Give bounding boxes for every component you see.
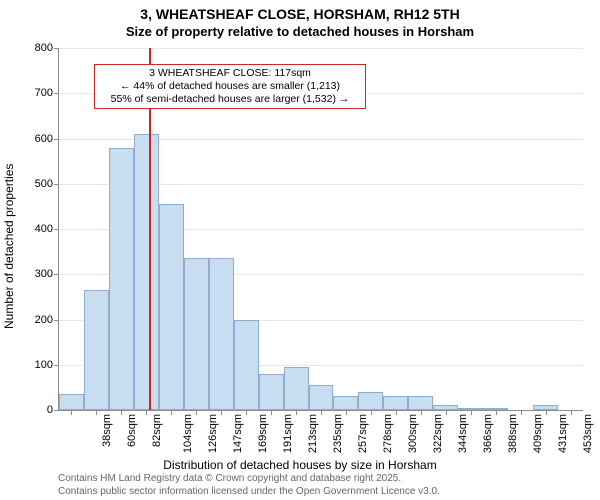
xtick-label: 300sqm xyxy=(407,414,419,453)
xtick-mark xyxy=(146,410,147,415)
ytick-label: 0 xyxy=(13,404,53,416)
xtick-mark xyxy=(296,410,297,415)
ytick-label: 700 xyxy=(13,87,53,99)
chart-container: 3, WHEATSHEAF CLOSE, HORSHAM, RH12 5TH S… xyxy=(0,0,600,500)
histogram-bar xyxy=(234,320,259,411)
xtick-mark xyxy=(171,410,172,415)
ytick-label: 800 xyxy=(13,42,53,54)
xtick-label: 191sqm xyxy=(282,414,294,453)
plot-area: 010020030040050060070080038sqm60sqm82sqm… xyxy=(58,48,583,411)
xtick-mark xyxy=(496,410,497,415)
xtick-mark xyxy=(221,410,222,415)
xtick-mark xyxy=(96,410,97,415)
annotation-line-2: ← 44% of detached houses are smaller (1,… xyxy=(101,80,359,93)
gridline-h xyxy=(59,48,583,49)
xtick-mark xyxy=(521,410,522,415)
ytick-label: 600 xyxy=(13,133,53,145)
ytick-mark xyxy=(54,410,59,411)
xtick-label: 213sqm xyxy=(307,414,319,453)
xtick-label: 169sqm xyxy=(257,414,269,453)
xtick-label: 366sqm xyxy=(482,414,494,453)
annotation-line-3: 55% of semi-detached houses are larger (… xyxy=(101,93,359,106)
xtick-label: 38sqm xyxy=(102,414,114,447)
xtick-mark xyxy=(571,410,572,415)
ytick-mark xyxy=(54,320,59,321)
xtick-mark xyxy=(246,410,247,415)
ytick-mark xyxy=(54,184,59,185)
xtick-mark xyxy=(396,410,397,415)
xtick-mark xyxy=(471,410,472,415)
ytick-mark xyxy=(54,48,59,49)
xtick-mark xyxy=(196,410,197,415)
ytick-mark xyxy=(54,365,59,366)
xtick-mark xyxy=(121,410,122,415)
histogram-bar xyxy=(184,258,209,410)
histogram-bar xyxy=(159,204,184,410)
chart-subtitle: Size of property relative to detached ho… xyxy=(0,24,600,39)
ytick-label: 200 xyxy=(13,314,53,326)
xtick-label: 257sqm xyxy=(357,414,369,453)
ytick-label: 100 xyxy=(13,359,53,371)
xtick-mark xyxy=(421,410,422,415)
xtick-mark xyxy=(371,410,372,415)
xtick-mark xyxy=(346,410,347,415)
histogram-bar xyxy=(309,385,334,410)
xtick-mark xyxy=(446,410,447,415)
histogram-bar xyxy=(333,396,358,410)
xtick-label: 322sqm xyxy=(432,414,444,453)
histogram-bar xyxy=(358,392,383,410)
xtick-mark xyxy=(71,410,72,415)
histogram-bar xyxy=(284,367,309,410)
xtick-mark xyxy=(546,410,547,415)
xtick-mark xyxy=(321,410,322,415)
xtick-label: 82sqm xyxy=(151,414,163,447)
annotation-line-1: 3 WHEATSHEAF CLOSE: 117sqm xyxy=(101,67,359,80)
ytick-label: 500 xyxy=(13,178,53,190)
xtick-label: 453sqm xyxy=(582,414,594,453)
copyright-notice: Contains HM Land Registry data © Crown c… xyxy=(58,473,440,498)
histogram-bar xyxy=(134,134,159,410)
xtick-label: 431sqm xyxy=(557,414,569,453)
ytick-mark xyxy=(54,274,59,275)
copyright-line-2: Contains public sector information licen… xyxy=(58,486,440,499)
histogram-bar xyxy=(109,148,134,410)
histogram-bar xyxy=(259,374,284,410)
histogram-bar xyxy=(408,396,433,410)
ytick-label: 300 xyxy=(13,268,53,280)
xtick-label: 388sqm xyxy=(507,414,519,453)
copyright-line-1: Contains HM Land Registry data © Crown c… xyxy=(58,473,440,486)
xtick-label: 126sqm xyxy=(207,414,219,453)
x-axis-label: Distribution of detached houses by size … xyxy=(0,458,600,472)
xtick-label: 344sqm xyxy=(457,414,469,453)
ytick-mark xyxy=(54,139,59,140)
xtick-label: 235sqm xyxy=(332,414,344,453)
xtick-label: 409sqm xyxy=(532,414,544,453)
ytick-label: 400 xyxy=(13,223,53,235)
histogram-bar xyxy=(84,290,109,410)
xtick-label: 60sqm xyxy=(126,414,138,447)
xtick-label: 278sqm xyxy=(382,414,394,453)
histogram-bar xyxy=(209,258,234,410)
chart-title: 3, WHEATSHEAF CLOSE, HORSHAM, RH12 5TH xyxy=(0,6,600,22)
histogram-bar xyxy=(59,394,84,410)
xtick-label: 104sqm xyxy=(182,414,194,453)
ytick-mark xyxy=(54,229,59,230)
xtick-mark xyxy=(271,410,272,415)
histogram-bar xyxy=(383,396,408,410)
xtick-label: 147sqm xyxy=(232,414,244,453)
ytick-mark xyxy=(54,93,59,94)
annotation-box: 3 WHEATSHEAF CLOSE: 117sqm← 44% of detac… xyxy=(94,64,366,109)
